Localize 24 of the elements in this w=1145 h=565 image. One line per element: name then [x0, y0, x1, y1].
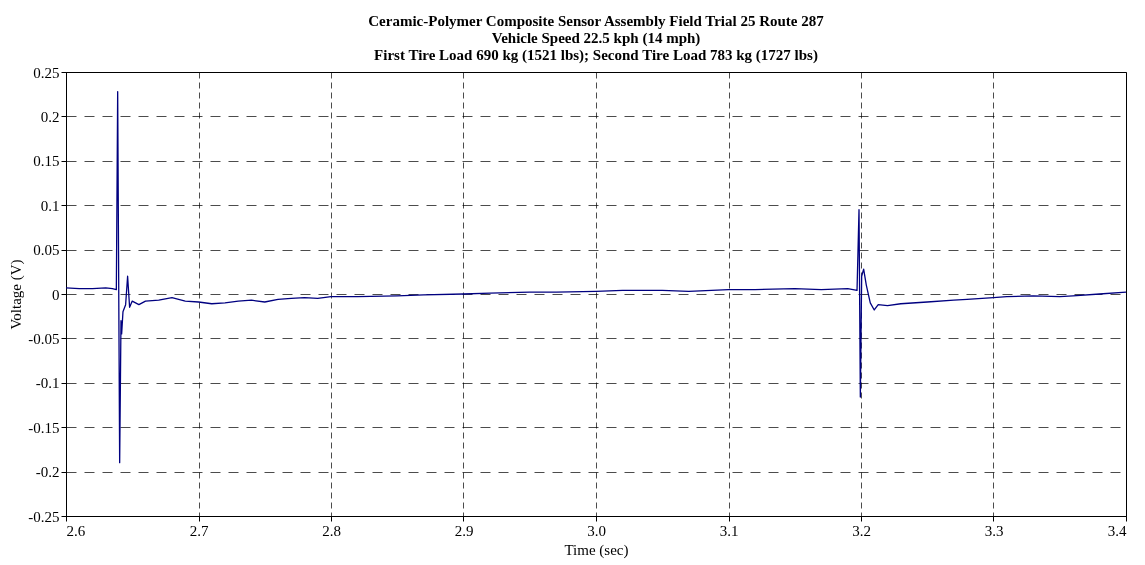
y-tick-label: 0.1: [40, 197, 60, 214]
x-tick-label: 3.4: [1107, 522, 1127, 539]
y-tick-label: -0.25: [28, 508, 60, 525]
x-tick-label: 3.0: [587, 522, 606, 539]
x-tick-label: 3.1: [719, 522, 739, 539]
x-tick-label: 2.9: [454, 522, 474, 539]
y-tick-label: 0.2: [40, 108, 60, 125]
x-axis-title: Time (sec): [564, 541, 629, 559]
y-tick-label: -0.1: [35, 375, 60, 392]
y-axis-title: Voltage (V): [8, 259, 26, 330]
y-tick-label: -0.2: [35, 464, 60, 481]
y-tick-label: 0.05: [33, 242, 60, 259]
x-tick-label: 2.8: [322, 522, 341, 539]
y-tick-label: -0.15: [28, 419, 60, 436]
line-series: [65, 90, 1127, 464]
y-tick-label: -0.05: [28, 330, 60, 347]
y-tick-label: 0: [52, 286, 60, 303]
x-tick-label: 2.6: [66, 522, 86, 539]
y-tick-label: 0.15: [33, 153, 60, 170]
x-tick-label: 2.7: [189, 522, 209, 539]
chart-title: Ceramic-Polymer Composite Sensor Assembly Field Trial 25 Route 287 Vehicle Speed 22.5 kph (14 mph) First Tire Load 690 kg (1521 lbs); Second Tire Load 783 kg (1727 lbs): [368, 13, 825, 64]
x-tick-label: 3.3: [984, 522, 1004, 539]
x-tick-label: 3.2: [852, 522, 871, 539]
y-tick-label: 0.25: [33, 64, 60, 81]
